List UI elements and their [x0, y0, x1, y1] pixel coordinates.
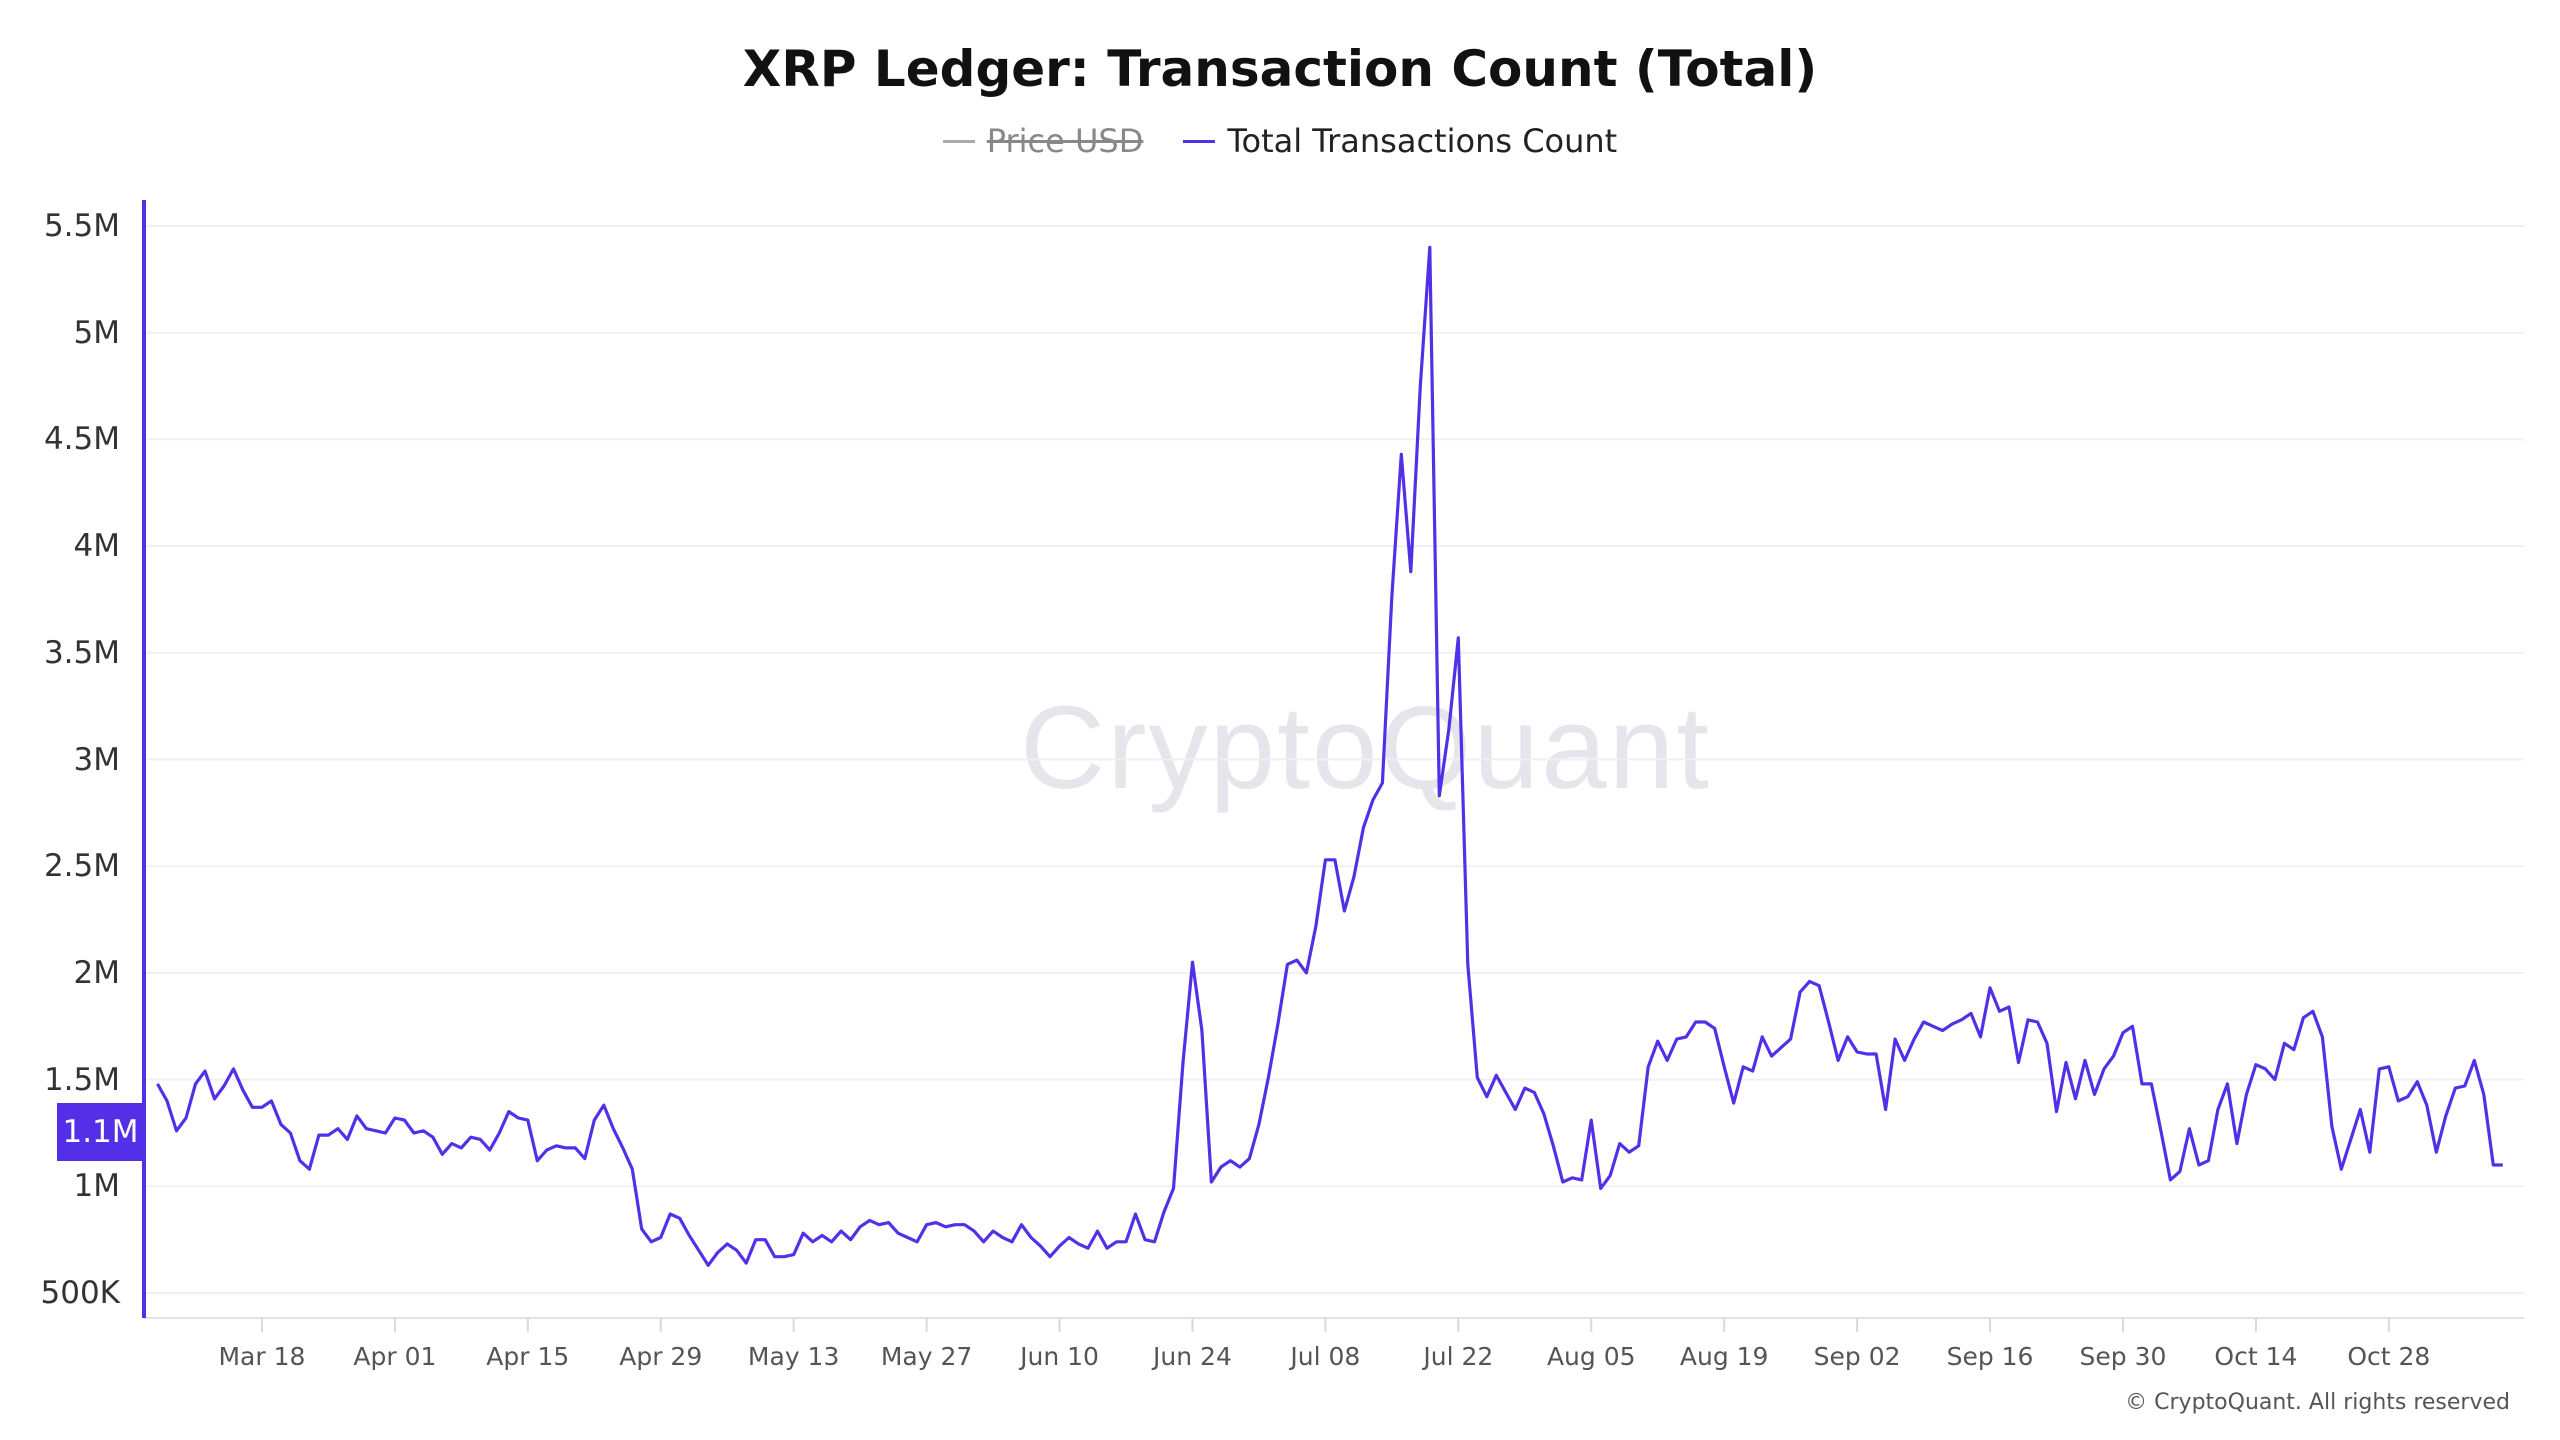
- x-tick-label: Aug 19: [1679, 1342, 1769, 1371]
- y-tick-label: 1.5M: [43, 1061, 120, 1098]
- x-tick-label: Oct 14: [2214, 1342, 2298, 1371]
- chart-title: XRP Ledger: Transaction Count (Total): [742, 40, 1818, 98]
- series-line-total-transactions: [156, 245, 2503, 1267]
- x-tick-label: May 13: [747, 1342, 840, 1371]
- x-tick-label: Sep 16: [1946, 1342, 2034, 1371]
- legend-label-total-transactions: Total Transactions Count: [1227, 122, 1618, 160]
- x-tick-label: Sep 30: [2079, 1342, 2167, 1371]
- x-tick-label: Jul 08: [1290, 1342, 1361, 1371]
- legend: Price USD Total Transactions Count: [0, 122, 2560, 160]
- y-tick-label: 1M: [73, 1168, 120, 1205]
- x-tick-label: Apr 01: [353, 1342, 437, 1371]
- x-tick-label: Mar 18: [218, 1342, 306, 1371]
- y-tick-label: 4M: [73, 528, 120, 565]
- last-value-marker: 1.1M: [57, 1103, 144, 1161]
- x-tick-label: Oct 28: [2347, 1342, 2431, 1371]
- x-tick-label: Jun 10: [1020, 1342, 1099, 1371]
- y-tick-label: 5M: [73, 314, 120, 351]
- y-tick-label: 5.5M: [43, 208, 120, 244]
- x-tick-label: Aug 05: [1546, 1342, 1636, 1371]
- y-tick-label: 3M: [73, 741, 120, 778]
- y-tick-label: 2.5M: [43, 848, 120, 885]
- legend-label-price-usd: Price USD: [986, 122, 1144, 160]
- x-tick-label: May 27: [880, 1342, 973, 1371]
- legend-swatch-total-transactions: [1183, 139, 1216, 143]
- x-tick-label: Jun 24: [1153, 1342, 1232, 1371]
- y-tick-label: 3.5M: [43, 634, 120, 671]
- x-tick-label: Apr 29: [619, 1342, 703, 1371]
- x-tick-label: Apr 15: [486, 1342, 570, 1371]
- watermark-logo: CryptoQuant: [1020, 682, 1711, 814]
- copyright-footer: © CryptoQuant. All rights reserved: [2125, 1390, 2510, 1415]
- y-tick-label: 500K: [40, 1275, 121, 1311]
- y-tick-label: 4.5M: [43, 421, 120, 458]
- legend-item-price-usd[interactable]: Price USD: [942, 122, 1144, 160]
- x-tick-label: Sep 02: [1813, 1342, 1901, 1371]
- legend-swatch-price-usd: [942, 139, 975, 143]
- y-tick-label: 2M: [73, 954, 120, 991]
- x-tick-label: Jul 22: [1423, 1342, 1494, 1371]
- legend-item-total-transactions[interactable]: Total Transactions Count: [1183, 122, 1617, 160]
